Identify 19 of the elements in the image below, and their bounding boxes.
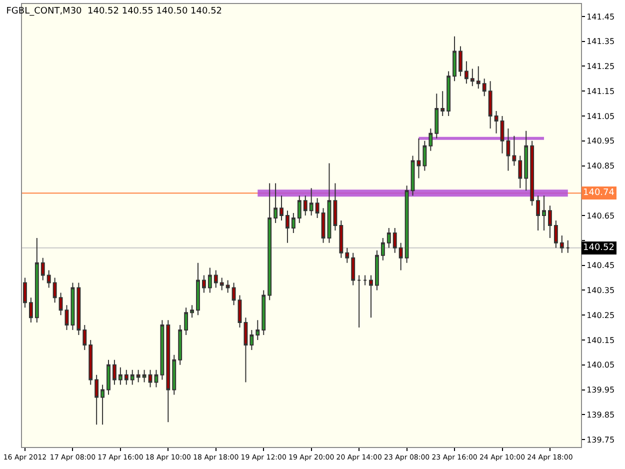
y-tick-label: 141.05 — [586, 112, 615, 121]
y-tick-label: 141.15 — [586, 86, 615, 96]
chart-title: FGBL_CONT,M30 140.52 140.55 140.50 140.52 — [6, 6, 222, 16]
ref-line-label: 140.52 — [583, 243, 614, 253]
ref-line-label: 140.74 — [583, 188, 615, 198]
y-tick-label: 141.25 — [586, 62, 615, 72]
y-tick-label: 139.85 — [586, 410, 615, 420]
y-tick-label: 140.05 — [586, 360, 615, 370]
y-tick-label: 141.35 — [586, 37, 615, 46]
y-tick-label: 140.45 — [586, 261, 615, 270]
y-tick-label: 140.85 — [586, 162, 615, 171]
y-tick-label: 139.95 — [586, 386, 615, 395]
y-tick-label: 141.45 — [586, 12, 615, 22]
y-tick-label: 139.75 — [586, 435, 615, 444]
y-tick-label: 140.95 — [586, 136, 615, 146]
y-tick-label: 140.35 — [586, 286, 615, 296]
y-tick-label: 140.25 — [586, 310, 615, 320]
y-tick-label: 140.15 — [586, 336, 615, 345]
y-tick-label: 140.65 — [586, 211, 615, 220]
